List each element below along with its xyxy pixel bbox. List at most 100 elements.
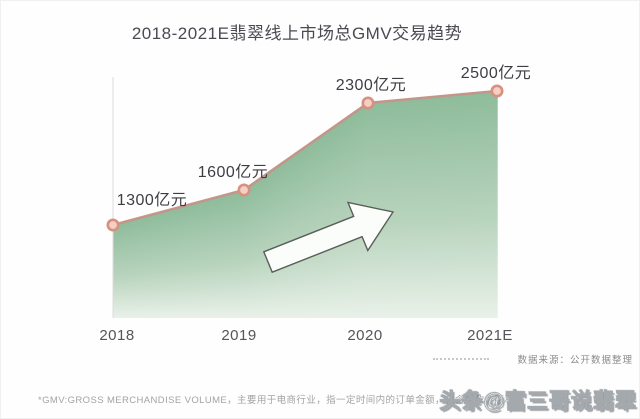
area-strip xyxy=(272,169,276,318)
value-label-2020: 2300亿元 xyxy=(335,77,407,94)
trend-line xyxy=(111,89,499,227)
area-strip xyxy=(128,220,132,318)
area-strip xyxy=(176,207,180,318)
area-strip xyxy=(335,125,339,318)
data-point-2021E xyxy=(490,84,504,98)
area-strip xyxy=(314,139,318,318)
trend-arrow-icon xyxy=(262,201,395,274)
area-strip xyxy=(425,97,429,318)
value-label-2019: 1600亿元 xyxy=(197,164,269,181)
data-point-2019 xyxy=(237,183,251,197)
area-strip xyxy=(305,146,309,318)
x-tick-2018: 2018 xyxy=(99,327,135,344)
data-point-2018 xyxy=(106,218,120,232)
area-strip xyxy=(320,135,324,318)
area-strip xyxy=(455,94,459,318)
area-strip xyxy=(230,193,234,318)
area-strip xyxy=(137,218,141,318)
area-strip xyxy=(329,129,333,318)
area-strip xyxy=(251,184,255,318)
area-strip xyxy=(254,181,258,318)
area-strip xyxy=(419,98,423,318)
area-strip xyxy=(332,127,336,318)
area-strip xyxy=(485,92,489,318)
area-strip xyxy=(422,97,426,318)
area-strip xyxy=(401,99,405,318)
dotted-rule xyxy=(433,358,490,360)
area-strip xyxy=(155,213,159,318)
area-strip xyxy=(392,100,396,318)
area-strip xyxy=(386,101,390,318)
area-strip xyxy=(323,133,327,318)
area-strip xyxy=(413,98,417,318)
area-strip xyxy=(311,141,315,318)
area-strip xyxy=(287,158,291,318)
area-strip xyxy=(146,215,150,318)
area-strip xyxy=(488,91,492,318)
area-strip xyxy=(479,92,483,318)
area-strip xyxy=(119,223,123,318)
area-strip xyxy=(269,171,273,318)
area-strip xyxy=(275,167,279,318)
area-strip xyxy=(473,93,477,318)
area-strip xyxy=(197,202,201,318)
area-strip xyxy=(188,204,192,318)
area-strip xyxy=(299,150,303,318)
area-strip xyxy=(167,210,171,318)
area-strip xyxy=(161,211,165,318)
source-row: 数据来源：公开数据整理 xyxy=(433,352,633,366)
source-note: 数据来源：公开数据整理 xyxy=(517,355,633,366)
area-strip xyxy=(452,95,456,318)
area-strip xyxy=(338,123,342,318)
area-strip xyxy=(212,198,216,318)
value-label-2021e: 2500亿元 xyxy=(460,65,532,82)
area-strip xyxy=(464,93,468,319)
value-label-2018: 1300亿元 xyxy=(116,192,188,209)
area-strip xyxy=(224,194,228,318)
area-strip xyxy=(293,154,297,318)
gmv-footnote: *GMV:GROSS MERCHANDISE VOLUME，主要用于电商行业，指… xyxy=(38,395,515,406)
area-strip xyxy=(164,211,168,318)
area-strip xyxy=(461,94,465,318)
area-strip xyxy=(221,195,225,318)
area-strip xyxy=(233,192,237,318)
area-strip xyxy=(341,120,345,319)
area-strip xyxy=(284,160,288,318)
area-strip xyxy=(416,98,420,319)
area-strip xyxy=(113,224,117,318)
area-strip xyxy=(260,177,264,318)
watermark-toutiao: 头条@富三哥说翡翠 xyxy=(439,390,637,414)
area-strip xyxy=(206,199,210,318)
area-strip xyxy=(125,221,129,318)
area-strip xyxy=(200,201,204,318)
area-strip xyxy=(470,93,474,319)
data-points xyxy=(106,84,504,232)
area-strip xyxy=(446,95,450,318)
area-strip xyxy=(140,217,144,318)
area-strip xyxy=(149,215,153,318)
area-strip xyxy=(476,92,480,318)
area-strip xyxy=(344,118,348,318)
area-strip xyxy=(257,179,261,318)
area-strip xyxy=(263,175,267,318)
area-strip xyxy=(389,100,393,319)
chart-title: 2018-2021E翡翠线上市场总GMV交易趋势 xyxy=(131,24,463,43)
area-strip xyxy=(191,203,195,318)
area-strip xyxy=(296,152,300,318)
area-strip xyxy=(407,99,411,318)
area-strip xyxy=(398,100,402,318)
area-strip xyxy=(194,203,198,318)
area-strip xyxy=(431,97,435,318)
area-strip xyxy=(218,196,222,318)
area-strip xyxy=(227,194,231,318)
area-strip xyxy=(131,219,135,318)
area-strip xyxy=(437,96,441,319)
area-strip xyxy=(266,173,270,318)
area-strip xyxy=(143,216,147,318)
area-strip xyxy=(152,214,156,318)
area-strip xyxy=(116,223,120,318)
area-strip xyxy=(242,190,246,318)
area-strip xyxy=(209,199,213,318)
